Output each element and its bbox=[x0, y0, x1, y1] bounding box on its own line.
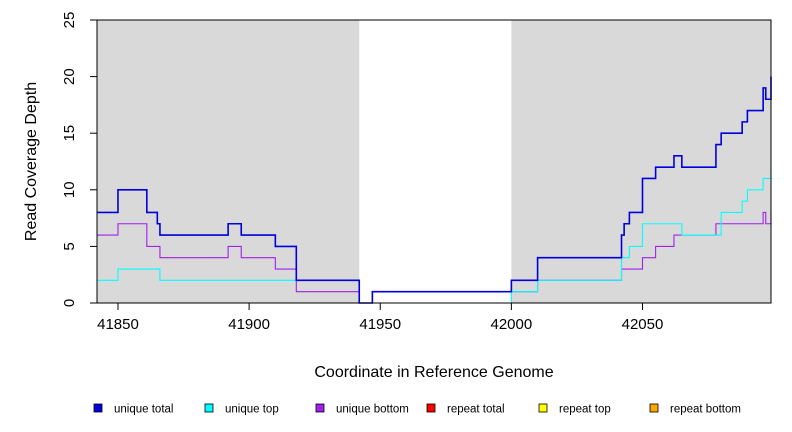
x-tick-label: 41950 bbox=[359, 316, 401, 333]
legend-swatch bbox=[426, 403, 436, 413]
legend: unique total unique top unique bottom repea… bbox=[93, 403, 741, 416]
x-tick-label: 41900 bbox=[228, 316, 270, 333]
y-tick-label: 5 bbox=[61, 242, 78, 250]
y-axis-title: Read Coverage Depth bbox=[23, 82, 40, 241]
x-tick-label: 42000 bbox=[491, 316, 533, 333]
legend-swatch bbox=[204, 403, 214, 413]
legend-label: repeat total bbox=[447, 404, 505, 416]
legend-swatch bbox=[538, 403, 548, 413]
series-line-unique-total bbox=[97, 76, 772, 304]
y-axis: 0 5 10 15 20 25 bbox=[61, 12, 97, 307]
shaded-region-1 bbox=[97, 20, 360, 303]
x-tick-label: 42050 bbox=[622, 316, 664, 333]
y-tick-label: 20 bbox=[61, 68, 78, 85]
x-tick-label: 41850 bbox=[97, 316, 139, 333]
y-tick-label: 15 bbox=[61, 125, 78, 142]
shaded-regions bbox=[97, 20, 771, 303]
legend-label: unique total bbox=[114, 404, 173, 416]
y-tick-label: 10 bbox=[61, 181, 78, 198]
y-tick-label: 25 bbox=[61, 12, 78, 29]
legend-label: repeat top bbox=[559, 404, 611, 416]
shaded-region-2 bbox=[511, 20, 771, 303]
legend-swatch bbox=[649, 403, 659, 413]
x-axis: 41850 41900 41950 42000 42050 bbox=[97, 303, 663, 333]
x-axis-title: Coordinate in Reference Genome bbox=[314, 364, 553, 381]
plot-frame bbox=[96, 19, 772, 304]
legend-label: unique top bbox=[225, 404, 279, 416]
legend-label: repeat bottom bbox=[670, 404, 741, 416]
legend-swatch bbox=[315, 403, 325, 413]
y-tick-label: 0 bbox=[61, 299, 78, 307]
legend-label: unique bottom bbox=[336, 404, 409, 416]
legend-swatch bbox=[93, 403, 103, 413]
